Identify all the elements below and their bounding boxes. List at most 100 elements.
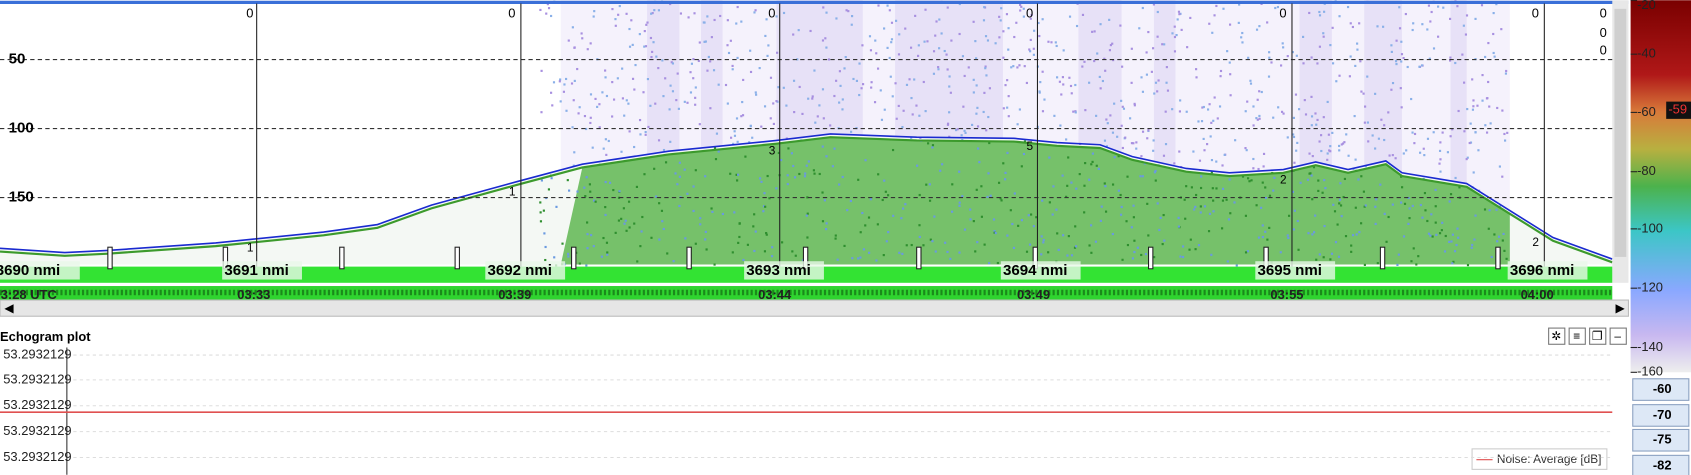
echo-dot [833,147,836,150]
echo-dot [1070,92,1073,95]
echo-dot [1394,60,1398,63]
echo-dot [559,78,562,81]
plot-tick-label: 53.2932129 [3,346,71,361]
echo-dot [731,64,734,67]
threshold-button[interactable] [1632,454,1690,475]
echo-dot [1153,171,1156,174]
echo-dot [923,40,926,43]
echo-dot [1484,55,1487,59]
minimize-button[interactable] [1609,327,1627,345]
event-marker [1495,246,1501,270]
echo-dot [769,76,773,79]
echo-dot [1496,106,1499,110]
event-marker [1148,246,1154,270]
echo-dot [1104,185,1107,188]
echo-dot [1492,51,1495,55]
echo-dot [604,138,607,141]
echo-dot [1310,95,1313,98]
echo-dot [1287,214,1291,217]
echo-dot [735,173,738,176]
echo-dot [1246,250,1249,253]
echo-dot [1249,79,1252,82]
echo-dot [1286,136,1289,139]
echo-dot [813,172,816,175]
echo-dot [946,68,949,71]
echo-dot [804,172,807,175]
echo-dot [583,114,587,118]
echo-dot [1208,212,1212,215]
echo-dot [910,96,913,100]
legend-label: Noise: Average [dB] [1497,452,1602,466]
echo-dot [1505,69,1508,73]
echo-dot [1135,147,1138,150]
echo-dot [640,230,643,233]
echo-dot [1364,204,1367,207]
echo-dot [868,251,871,254]
echo-dot [736,5,739,9]
echo-dot [1462,24,1465,27]
echo-dot [760,180,763,183]
threshold-button[interactable] [1632,378,1690,401]
echo-dot [1042,238,1045,242]
echo-dot [1419,151,1422,154]
bottom-marker: 2 [1280,172,1287,186]
echo-dot [1000,7,1003,10]
echo-dot [713,263,716,266]
echo-dot [643,45,646,48]
echo-dot [1317,179,1320,182]
echo-dot [1202,137,1205,141]
echo-dot [1318,253,1321,256]
echo-dot [898,251,901,254]
echo-dot [1066,184,1069,187]
echo-dot [1339,182,1342,185]
echo-dot [975,84,978,87]
echo-dot [1020,219,1024,222]
restore-button[interactable] [1589,327,1607,345]
echo-dot [1374,205,1377,208]
echo-dot [777,86,780,89]
menu-button[interactable] [1568,327,1586,345]
v-scroll-thumb[interactable] [1614,8,1627,257]
echo-dot [1233,201,1236,204]
echo-dot [1059,124,1062,127]
echo-dot [592,245,595,248]
echo-dot [998,36,1001,39]
echo-dot [1387,111,1390,114]
settings-button[interactable] [1548,327,1566,345]
echo-dot [660,209,664,212]
scroll-right[interactable]: ▶ [1616,301,1626,315]
echo-dot [1310,115,1314,118]
echo-dot [1058,80,1061,83]
event-marker [107,246,113,270]
echo-dot [1161,243,1164,246]
echo-dot [948,111,951,114]
echo-dot [841,175,844,179]
echo-dot [638,118,642,122]
echo-dot [1503,132,1506,136]
echo-dot [1252,105,1255,108]
threshold-button[interactable] [1632,428,1690,452]
echo-dot [999,197,1002,200]
threshold-button[interactable] [1632,404,1690,427]
scroll-left[interactable]: ◀ [4,301,14,315]
echo-dot [807,160,810,163]
echo-dot [1256,98,1259,101]
echo-dot [1429,234,1432,237]
echo-dot [668,108,671,111]
echo-dot [715,132,719,135]
echo-dot [539,8,542,12]
echo-dot [751,136,754,139]
echo-dot [1397,253,1400,256]
echo-dot [1362,190,1365,193]
menu-icon: ≡ [1573,329,1580,343]
echo-dot [1331,26,1334,29]
time-bar [0,286,1613,301]
echo-dot [1153,256,1156,259]
distance-label-bg [222,261,302,280]
echo-dot [662,95,665,98]
echo-dot [890,41,893,44]
echo-dot [729,172,732,175]
echo-dot [898,33,901,36]
h-scrollbar[interactable] [0,299,1629,317]
echo-dot [1400,40,1403,43]
